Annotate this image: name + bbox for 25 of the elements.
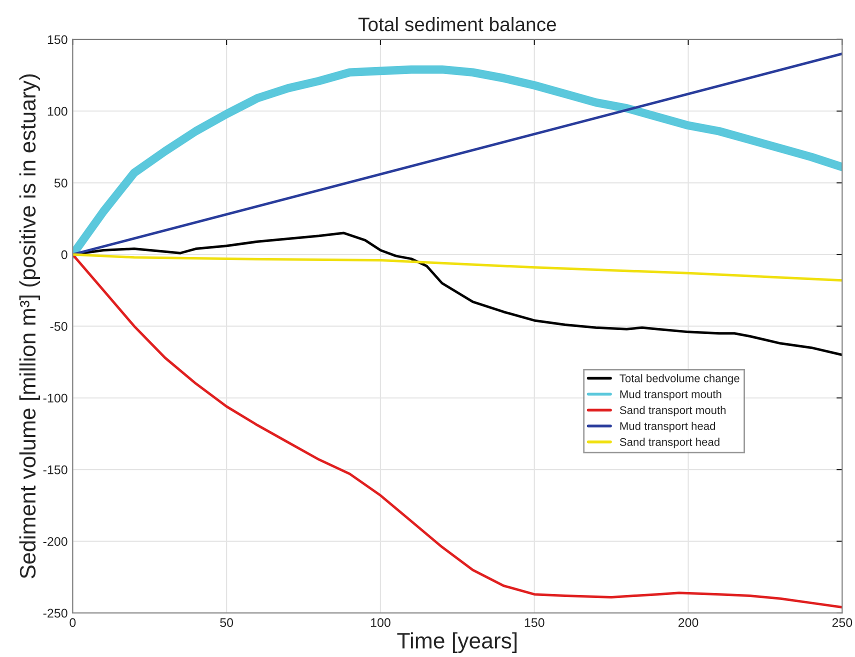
x-tick-label: 50 — [220, 618, 234, 628]
y-tick-label: -200 — [43, 537, 68, 546]
legend-label: Mud transport mouth — [620, 390, 722, 400]
x-tick-label: 0 — [70, 618, 76, 628]
chart-title: Total sediment balance — [358, 16, 556, 32]
legend-label: Total bedvolume change — [620, 374, 740, 384]
legend-label: Sand transport mouth — [620, 406, 726, 416]
y-tick-label: 50 — [54, 178, 68, 188]
x-tick-label: 150 — [524, 618, 544, 628]
y-tick-label: -250 — [43, 608, 68, 618]
y-tick-label: -50 — [50, 322, 68, 331]
x-axis-title: Time [years] — [397, 632, 517, 653]
y-tick-label: 150 — [48, 35, 68, 44]
line-series — [72, 253, 842, 608]
y-tick-label: -100 — [43, 394, 68, 403]
y-axis-title: Sediment volume [million m³] (positive is in estuary) — [19, 74, 40, 578]
legend-label: Sand transport head — [620, 438, 720, 448]
x-tick-label: 200 — [678, 618, 698, 628]
y-tick-label: -150 — [43, 465, 68, 474]
x-tick-label: 100 — [371, 618, 390, 628]
x-tick-label: 250 — [832, 618, 852, 628]
line-series — [72, 253, 842, 282]
y-tick-label: 100 — [48, 106, 68, 116]
legend-label: Mud transport head — [620, 422, 716, 432]
y-tick-label: 0 — [61, 250, 68, 260]
